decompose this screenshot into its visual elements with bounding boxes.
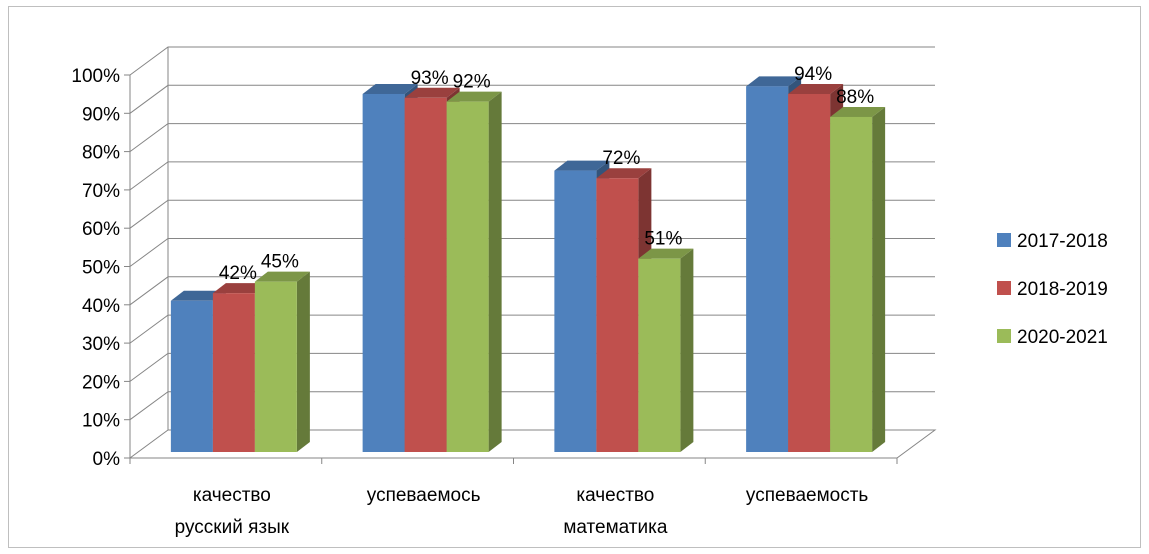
bar-front — [596, 178, 639, 453]
bar-top — [212, 283, 268, 294]
bar-side — [296, 271, 310, 452]
y-tick-label: 40% — [82, 296, 120, 317]
data-label: 92% — [453, 72, 491, 93]
y-tick-label: 80% — [82, 143, 120, 164]
y-tick-label: 60% — [82, 219, 120, 240]
gridline — [129, 84, 935, 114]
bar-top — [254, 271, 310, 282]
bar-top — [788, 83, 844, 94]
y-tick-label: 30% — [82, 334, 120, 355]
gridline — [129, 46, 935, 76]
bar-top — [638, 248, 694, 259]
bar-front — [746, 86, 789, 452]
bar-top — [170, 290, 226, 301]
bar-front — [554, 170, 597, 452]
y-tick-label: 50% — [82, 258, 120, 279]
legend-swatch — [997, 233, 1011, 247]
bar — [830, 106, 886, 453]
data-label: 72% — [602, 148, 640, 169]
category-label: русский язык — [175, 517, 290, 538]
y-tick-label: 10% — [82, 411, 120, 432]
legend-label: 2020-2021 — [1017, 327, 1108, 348]
bar — [446, 91, 502, 452]
y-tick-label: 90% — [82, 104, 120, 125]
data-label: 45% — [261, 252, 299, 273]
bar — [638, 248, 694, 452]
data-label: 93% — [411, 68, 449, 89]
bar-front — [254, 281, 297, 452]
bar-front — [788, 93, 831, 452]
bar-front — [212, 293, 255, 452]
bar-front — [170, 300, 213, 452]
category-labels: качество русский язык успеваемось качество м… — [175, 485, 869, 538]
bar-top — [404, 87, 460, 98]
gridline — [129, 123, 935, 153]
y-axis-tick-labels: 0% 10% 20% 30% 40% 50% 60% 70% 80% 90% 100% — [71, 66, 898, 470]
category-label: математика — [563, 517, 668, 538]
bar-front — [830, 116, 873, 453]
legend-swatch — [997, 281, 1011, 295]
bar-front — [404, 97, 447, 452]
bar-side — [488, 91, 502, 452]
legend-label: 2018-2019 — [1017, 279, 1108, 300]
y-tick-label: 20% — [82, 372, 120, 393]
legend-swatch — [997, 329, 1011, 343]
bar — [254, 271, 310, 452]
data-labels: 42%45% 93% 92% 72% 51% 94%88% — [219, 64, 874, 284]
category-label: успеваемость — [746, 485, 868, 506]
bar-front — [362, 93, 405, 452]
bar-top — [596, 168, 652, 179]
legend-label: 2017-2018 — [1017, 231, 1108, 252]
y-tick-label: 100% — [71, 66, 120, 87]
category-label: успеваемось — [367, 485, 481, 506]
bar-top — [554, 160, 610, 171]
data-label: 94% — [794, 64, 832, 85]
y-tick-label: 0% — [93, 449, 121, 470]
chart-floor — [128, 429, 937, 459]
bar-side — [680, 248, 694, 452]
category-label: качество — [193, 485, 271, 506]
gridline — [129, 161, 935, 191]
legend: 2017-2018 2018-2019 2020-2021 — [997, 231, 1108, 348]
bar-top — [446, 91, 502, 102]
bar-front — [446, 101, 489, 452]
bars — [170, 76, 886, 453]
data-label: 51% — [644, 229, 682, 250]
bar-top — [746, 76, 802, 87]
data-label: 42% — [219, 263, 257, 284]
gridline — [129, 199, 935, 229]
bar-top — [830, 106, 886, 117]
category-label: качество — [576, 485, 654, 506]
data-label: 88% — [836, 87, 874, 108]
bar-top — [362, 83, 418, 94]
gridline — [129, 238, 935, 267]
bar-front — [638, 258, 681, 452]
bar-side — [872, 106, 886, 453]
y-tick-label: 70% — [82, 181, 120, 202]
